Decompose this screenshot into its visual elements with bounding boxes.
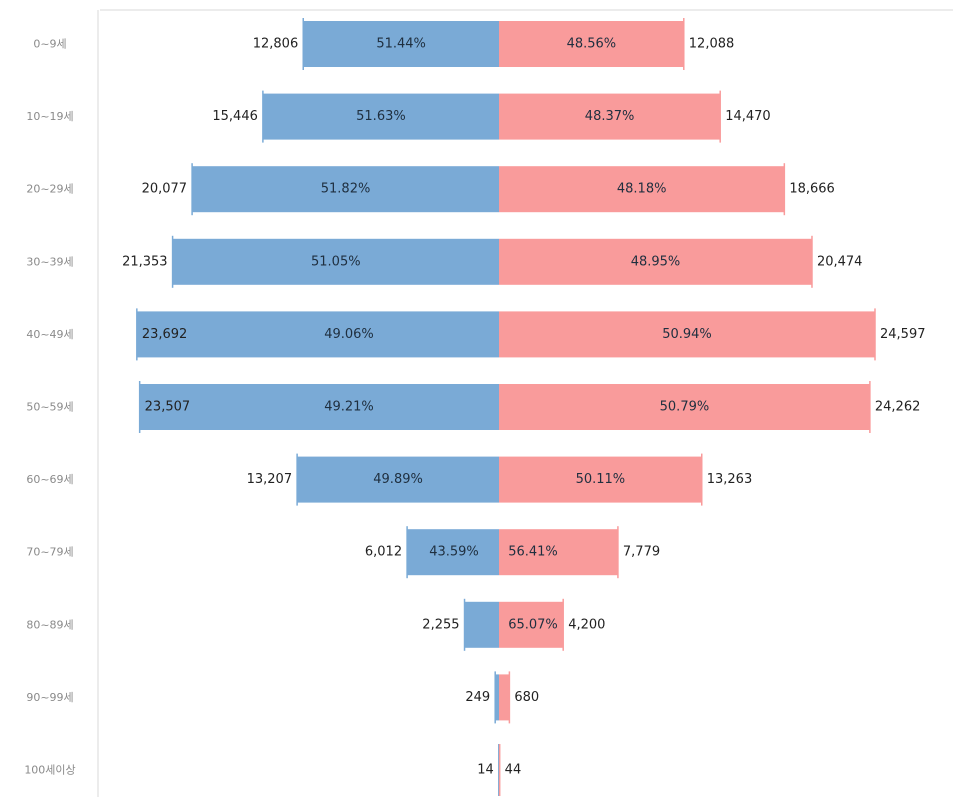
bar-right (499, 166, 785, 213)
value-label-left: 12,806 (253, 37, 299, 52)
value-label-left: 23,507 (145, 400, 191, 415)
category-label: 80~89세 (26, 618, 73, 631)
percent-label-right: 65.07% (508, 617, 558, 632)
percent-label-right: 48.18% (617, 182, 667, 197)
percent-label-right: 50.94% (662, 327, 712, 342)
value-label-right: 18,666 (789, 182, 835, 197)
percent-label-left: 49.06% (324, 327, 374, 342)
bar-right (499, 21, 684, 67)
value-label-right: 12,088 (689, 37, 735, 52)
bar-left (192, 166, 499, 213)
bar-left (136, 311, 499, 358)
category-label: 50~59세 (26, 401, 73, 414)
category-label: 70~79세 (26, 546, 73, 559)
bar-right (499, 93, 721, 140)
percent-label-right: 50.11% (576, 472, 626, 487)
value-label-right: 20,474 (817, 254, 863, 269)
bar-right (499, 601, 564, 648)
value-label-left: 2,255 (422, 617, 459, 632)
category-label: 10~19세 (26, 110, 73, 123)
bar-right (499, 674, 510, 721)
category-label: 60~69세 (26, 473, 73, 486)
bar-right (499, 238, 812, 285)
value-label-right: 44 (505, 763, 522, 778)
percent-label-left: 51.44% (376, 37, 426, 52)
category-label: 20~29세 (26, 183, 73, 196)
bar-left (172, 238, 499, 285)
bar-right (499, 529, 618, 576)
category-label: 30~39세 (26, 255, 73, 268)
value-label-left: 23,692 (142, 327, 188, 342)
value-label-right: 4,200 (568, 617, 605, 632)
value-label-right: 24,597 (880, 327, 926, 342)
bar-left (495, 674, 499, 721)
percent-label-right: 48.56% (567, 37, 617, 52)
bar-left (303, 21, 499, 67)
percent-label-right: 48.37% (585, 109, 635, 124)
value-label-left: 20,077 (142, 182, 188, 197)
value-label-left: 249 (465, 690, 490, 705)
value-label-left: 21,353 (122, 254, 168, 269)
value-label-left: 14 (477, 763, 494, 778)
category-label: 0~9세 (33, 38, 66, 51)
value-label-right: 13,263 (707, 472, 753, 487)
category-label: 90~99세 (26, 691, 73, 704)
percent-label-right: 56.41% (508, 545, 558, 560)
value-label-right: 24,262 (875, 400, 921, 415)
bar-left (464, 601, 499, 648)
percent-label-left: 49.89% (373, 472, 423, 487)
value-label-left: 13,207 (247, 472, 293, 487)
percent-label-left: 43.59% (429, 545, 479, 560)
category-label: 100세이상 (24, 764, 75, 777)
percent-label-left: 49.21% (324, 400, 374, 415)
category-label: 40~49세 (26, 328, 73, 341)
bar-right (499, 456, 702, 503)
percent-label-right: 50.79% (660, 400, 710, 415)
value-label-right: 7,779 (623, 545, 660, 560)
value-label-right: 680 (514, 690, 539, 705)
bar-left (139, 384, 499, 430)
value-label-left: 6,012 (365, 545, 402, 560)
percent-label-left: 51.82% (321, 182, 371, 197)
value-label-left: 15,446 (212, 109, 258, 124)
percent-label-left: 51.63% (356, 109, 406, 124)
percent-label-right: 48.95% (631, 254, 681, 269)
bar-right (499, 311, 875, 358)
percent-label-left: 51.05% (311, 254, 361, 269)
bar-left (407, 529, 499, 576)
value-label-right: 14,470 (725, 109, 771, 124)
bar-right (499, 384, 870, 430)
bar-left (262, 93, 499, 140)
bar-left (297, 456, 499, 503)
